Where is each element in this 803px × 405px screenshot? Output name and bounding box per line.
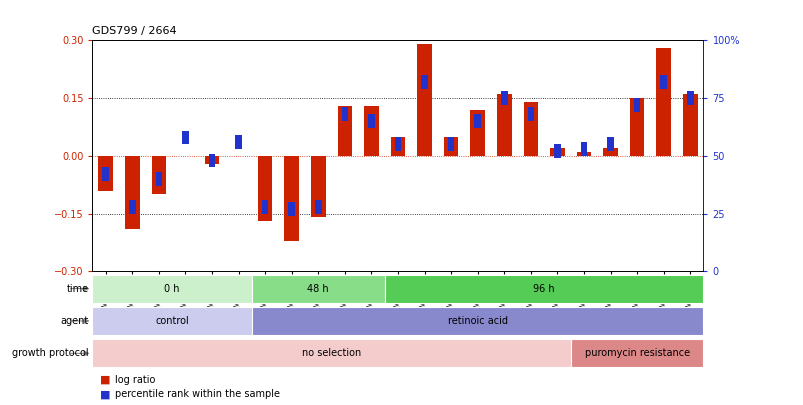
Bar bbox=[98, 156, 113, 190]
Text: puromycin resistance: puromycin resistance bbox=[584, 348, 689, 358]
Text: growth protocol: growth protocol bbox=[12, 348, 88, 358]
Bar bbox=[523, 102, 537, 156]
Bar bbox=[527, 107, 533, 121]
Bar bbox=[251, 307, 703, 335]
Text: 48 h: 48 h bbox=[307, 284, 328, 294]
Text: 0 h: 0 h bbox=[164, 284, 180, 294]
Bar bbox=[152, 156, 166, 194]
Bar bbox=[659, 75, 666, 89]
Bar bbox=[341, 107, 348, 121]
Bar bbox=[500, 91, 507, 105]
Bar bbox=[337, 106, 352, 156]
Text: log ratio: log ratio bbox=[115, 375, 155, 385]
Bar bbox=[474, 114, 480, 128]
Text: agent: agent bbox=[60, 316, 88, 326]
Text: GDS799 / 2664: GDS799 / 2664 bbox=[92, 26, 177, 36]
Bar bbox=[549, 148, 564, 156]
Bar bbox=[417, 44, 431, 156]
Bar bbox=[235, 135, 242, 149]
Bar bbox=[606, 137, 613, 151]
Bar bbox=[682, 94, 697, 156]
Text: control: control bbox=[155, 316, 189, 326]
Bar bbox=[576, 152, 590, 156]
Bar bbox=[92, 339, 570, 367]
Bar bbox=[124, 156, 140, 229]
Bar bbox=[384, 275, 703, 303]
Text: no selection: no selection bbox=[302, 348, 361, 358]
Bar bbox=[390, 136, 405, 156]
Bar bbox=[315, 200, 321, 214]
Bar bbox=[602, 148, 617, 156]
Bar bbox=[258, 156, 272, 221]
Bar bbox=[443, 136, 458, 156]
Bar bbox=[570, 339, 703, 367]
Bar bbox=[311, 156, 325, 217]
Text: retinoic acid: retinoic acid bbox=[447, 316, 507, 326]
Bar bbox=[496, 94, 511, 156]
Text: ■: ■ bbox=[100, 390, 114, 399]
Bar bbox=[262, 200, 268, 214]
Text: ■: ■ bbox=[100, 375, 114, 385]
Bar bbox=[447, 137, 454, 151]
Bar bbox=[284, 156, 299, 241]
Bar bbox=[655, 48, 671, 156]
Bar bbox=[633, 98, 639, 112]
Bar bbox=[394, 137, 401, 151]
Bar bbox=[580, 142, 586, 156]
Bar bbox=[182, 130, 189, 144]
Bar bbox=[205, 156, 219, 164]
Bar bbox=[553, 145, 560, 158]
Bar bbox=[209, 153, 215, 168]
Bar bbox=[421, 75, 427, 89]
Bar bbox=[288, 202, 295, 216]
Bar bbox=[629, 98, 643, 156]
Bar bbox=[364, 106, 378, 156]
Bar bbox=[470, 110, 484, 156]
Text: 96 h: 96 h bbox=[532, 284, 554, 294]
Bar bbox=[128, 200, 136, 214]
Bar bbox=[686, 91, 693, 105]
Text: percentile rank within the sample: percentile rank within the sample bbox=[115, 390, 279, 399]
Bar bbox=[251, 275, 384, 303]
Bar bbox=[102, 168, 109, 181]
Bar bbox=[92, 307, 251, 335]
Bar bbox=[92, 275, 251, 303]
Text: time: time bbox=[66, 284, 88, 294]
Bar bbox=[368, 114, 374, 128]
Bar bbox=[156, 172, 162, 186]
